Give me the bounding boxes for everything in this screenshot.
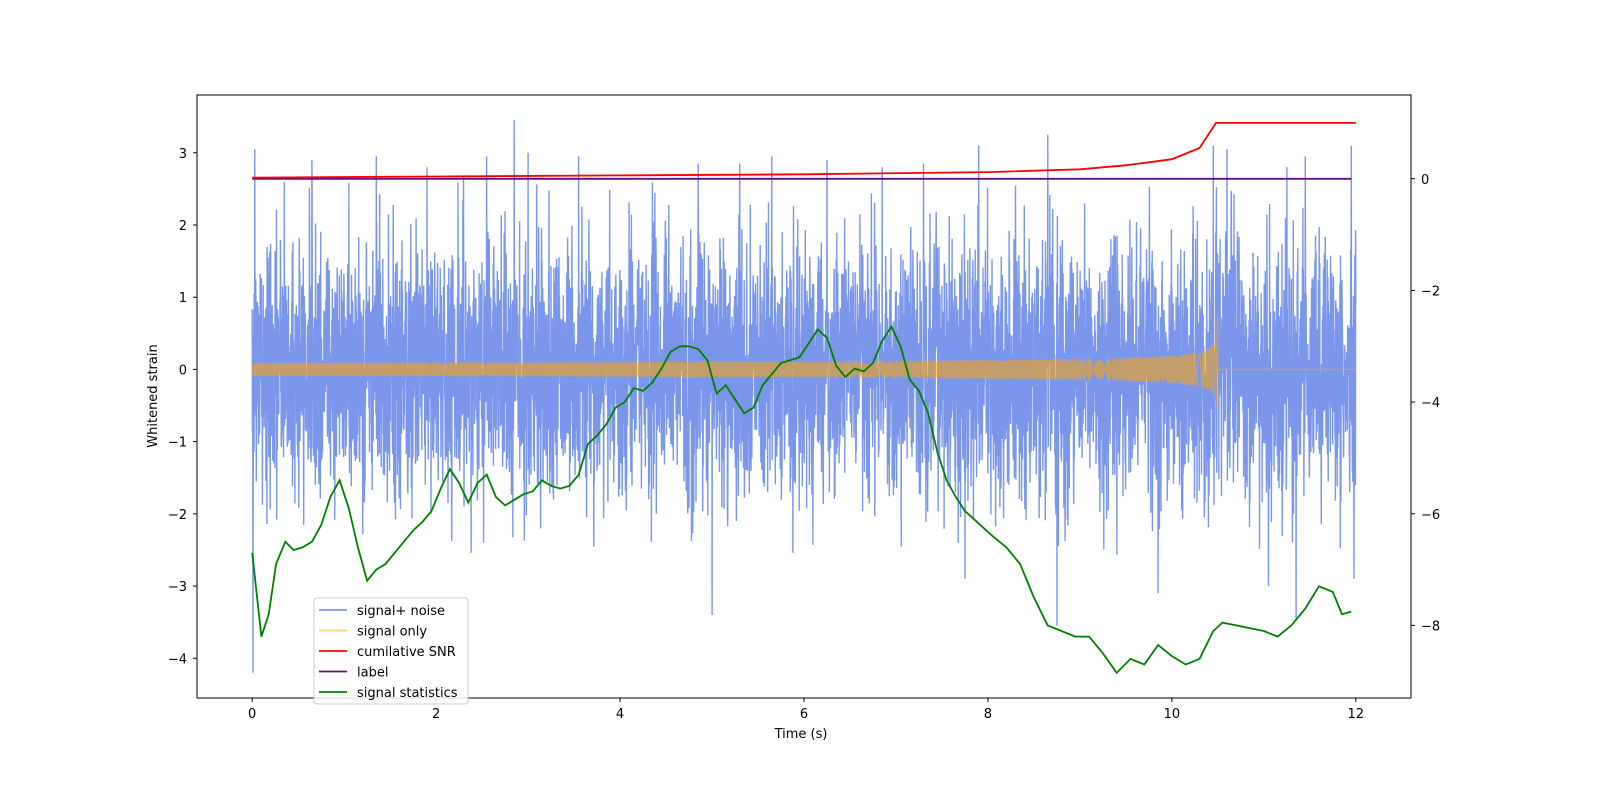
plot-area [251, 120, 1357, 675]
x-tick-label: 10 [1164, 707, 1181, 722]
series-signal-noise [251, 120, 1357, 673]
signal-only-layer [251, 315, 1356, 409]
legend-label: label [357, 666, 388, 681]
signal-noise-layer [251, 120, 1357, 673]
x-axis: 0 2 4 6 8 10 12 [248, 698, 1364, 722]
y-tick-label: 3 [179, 147, 187, 162]
legend-box [313, 597, 469, 705]
series-signal-statistics [251, 324, 1352, 675]
y2-tick-label: 0 [1421, 173, 1429, 188]
y-tick-label: 0 [179, 363, 187, 378]
x-tick-label: 2 [432, 707, 440, 722]
legend: signal+ noise signal only cumilative SNR la… [313, 597, 469, 705]
legend-label: signal+ noise [357, 604, 445, 619]
x-tick-label: 0 [248, 707, 256, 722]
y2-tick-label: −6 [1421, 508, 1440, 523]
legend-label: signal only [357, 625, 427, 640]
y-tick-label: 2 [179, 219, 187, 234]
series-signal-only [251, 315, 1356, 409]
x-tick-label: 8 [984, 707, 992, 722]
y-tick-label: −1 [168, 436, 187, 451]
right-axis-series-layer [251, 122, 1356, 675]
y2-tick-label: −4 [1421, 396, 1440, 411]
legend-label: signal statistics [357, 686, 458, 701]
y-tick-label: −3 [168, 580, 187, 595]
y-axis-left: 3 2 1 0 −1 −2 −3 −4 [168, 147, 197, 667]
x-tick-label: 12 [1348, 707, 1365, 722]
y2-tick-label: −2 [1421, 284, 1440, 299]
series-cumilative-snr [252, 122, 1356, 179]
x-axis-title: Time (s) [774, 727, 828, 742]
y2-tick-label: −8 [1421, 619, 1440, 634]
y-tick-label: −2 [168, 508, 187, 523]
y-tick-label: −4 [168, 652, 187, 667]
y-axis-title: Whitened strain [146, 344, 161, 447]
y-axis-right: 0 −2 −4 −6 −8 [1411, 173, 1440, 634]
x-tick-label: 6 [800, 707, 808, 722]
x-tick-label: 4 [616, 707, 624, 722]
legend-label: cumilative SNR [357, 645, 456, 660]
y-tick-label: 1 [179, 291, 187, 306]
